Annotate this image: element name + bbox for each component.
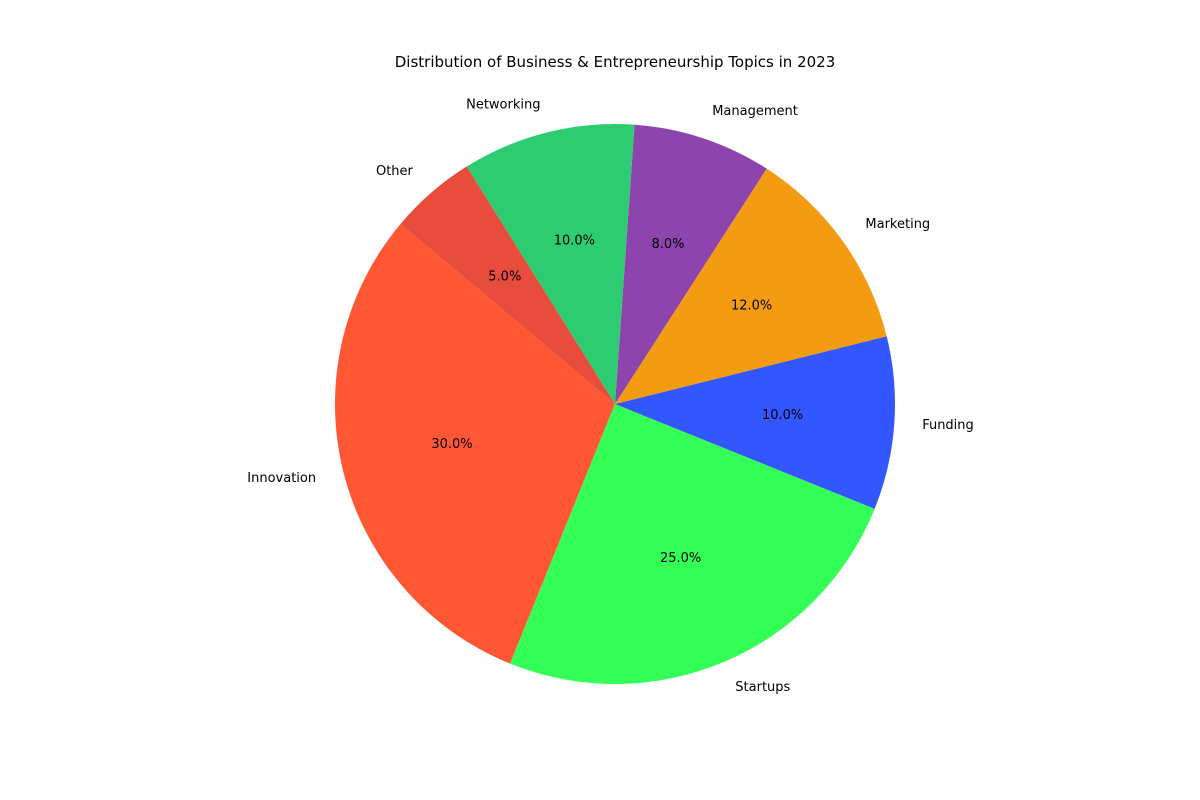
pie-slice-marketing: [615, 168, 887, 404]
slice-label-management: Management: [712, 104, 798, 119]
pie-slice-funding: [615, 336, 895, 509]
pie-slice-management: [615, 124, 767, 405]
percent-label-funding: 10.0%: [762, 408, 803, 423]
percent-label-networking: 10.0%: [554, 234, 595, 249]
pie-slices: [335, 123, 895, 684]
pie-slice-innovation: [335, 224, 615, 664]
percent-label-startups: 25.0%: [660, 551, 701, 566]
slice-labels: Innovation Startups Funding Marketing Manage…: [247, 98, 974, 695]
chart-title: Distribution of Business & Entrepreneurs…: [395, 53, 836, 71]
slice-label-other: Other: [376, 164, 414, 179]
slice-label-innovation: Innovation: [247, 471, 316, 486]
slice-label-startups: Startups: [735, 680, 790, 695]
pie-slice-networking: [466, 123, 635, 404]
pie-slice-other: [400, 166, 615, 404]
pie-slice-startups: [510, 404, 875, 684]
percent-label-marketing: 12.0%: [731, 299, 772, 314]
percent-label-innovation: 30.0%: [431, 437, 472, 452]
percent-labels: 30.0% 25.0% 10.0% 12.0% 8.0% 10.0% 5.0%: [431, 234, 803, 567]
percent-label-other: 5.0%: [488, 270, 521, 285]
slice-label-marketing: Marketing: [865, 217, 930, 232]
slice-label-funding: Funding: [922, 418, 974, 433]
slice-label-networking: Networking: [466, 98, 540, 113]
percent-label-management: 8.0%: [651, 237, 684, 252]
